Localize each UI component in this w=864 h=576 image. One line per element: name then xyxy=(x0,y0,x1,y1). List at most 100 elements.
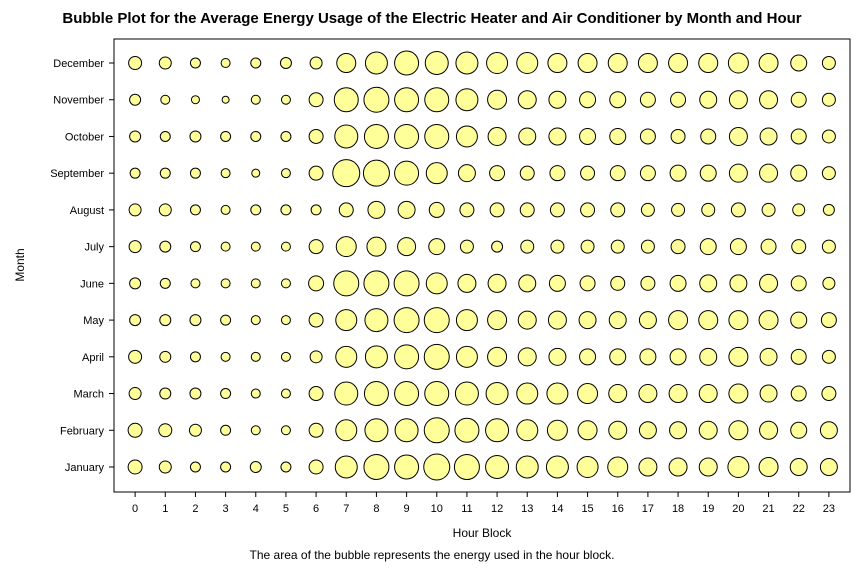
bubble-november-12 xyxy=(487,89,508,110)
bubble-september-6 xyxy=(308,165,324,181)
bubble-august-18 xyxy=(671,202,686,217)
bubble-may-20 xyxy=(728,310,749,331)
bubble-may-10 xyxy=(423,307,450,334)
bubble-december-7 xyxy=(336,53,357,73)
bubble-october-0 xyxy=(129,130,142,143)
bubble-december-8 xyxy=(364,51,388,75)
bubble-january-3 xyxy=(220,461,232,473)
bubble-december-0 xyxy=(128,56,143,70)
bubble-november-18 xyxy=(670,91,687,108)
x-tick-label: 10 xyxy=(431,503,443,515)
bubble-april-8 xyxy=(364,345,388,369)
bubble-september-1 xyxy=(159,167,171,179)
y-tick-label: April xyxy=(82,352,104,364)
bubble-april-7 xyxy=(335,345,358,368)
bubble-november-23 xyxy=(821,92,836,107)
bubble-march-21 xyxy=(759,384,778,403)
bubble-may-3 xyxy=(220,314,232,326)
y-axis-title: Month xyxy=(13,248,27,281)
bubble-may-21 xyxy=(758,310,779,331)
bubble-october-4 xyxy=(250,130,262,142)
bubble-layer xyxy=(127,50,838,481)
bubble-march-18 xyxy=(668,384,688,404)
bubble-april-5 xyxy=(280,351,291,362)
x-tick-label: 4 xyxy=(253,503,259,515)
bubble-february-14 xyxy=(546,419,568,441)
y-tick-label: March xyxy=(73,389,104,401)
bubble-june-5 xyxy=(280,278,291,289)
bubble-september-15 xyxy=(580,165,596,181)
bubble-july-11 xyxy=(459,239,474,254)
bubble-december-6 xyxy=(309,56,323,70)
x-tick-label: 6 xyxy=(313,503,319,515)
bubble-march-2 xyxy=(189,387,202,400)
bubble-october-12 xyxy=(487,126,507,146)
bubble-april-21 xyxy=(759,347,778,366)
bubble-july-9 xyxy=(397,237,417,257)
bubble-february-6 xyxy=(308,422,324,438)
bubble-september-16 xyxy=(609,165,626,182)
x-tick-label: 22 xyxy=(793,503,805,515)
x-tick-label: 5 xyxy=(283,503,289,515)
bubble-february-2 xyxy=(188,423,202,437)
bubble-november-4 xyxy=(250,94,261,105)
bubble-july-23 xyxy=(821,239,836,254)
bubble-march-17 xyxy=(638,384,658,404)
bubble-december-21 xyxy=(758,53,779,73)
bubble-december-10 xyxy=(424,51,449,75)
bubble-august-15 xyxy=(580,202,596,218)
bubble-may-18 xyxy=(668,310,689,331)
bubble-april-10 xyxy=(423,343,450,370)
bubble-october-17 xyxy=(639,128,656,145)
bubble-january-15 xyxy=(576,456,599,478)
bubble-july-5 xyxy=(280,241,291,252)
bubble-november-1 xyxy=(160,94,171,105)
bubble-august-4 xyxy=(250,204,262,216)
y-tick-label: December xyxy=(53,58,104,70)
x-tick-label: 2 xyxy=(192,503,198,515)
bubble-may-14 xyxy=(547,310,567,330)
bubble-december-3 xyxy=(220,58,231,68)
bubble-november-6 xyxy=(308,92,324,108)
bubble-may-4 xyxy=(250,315,261,326)
bubble-november-7 xyxy=(333,87,359,113)
bubble-may-6 xyxy=(308,312,324,328)
x-tick-label: 14 xyxy=(551,503,563,515)
bubble-february-19 xyxy=(698,420,718,440)
bubble-july-15 xyxy=(580,239,595,254)
bubble-july-1 xyxy=(159,240,172,253)
bubble-june-13 xyxy=(518,274,537,293)
bubble-january-0 xyxy=(127,459,143,475)
bubble-december-20 xyxy=(727,52,749,74)
bubble-december-5 xyxy=(279,57,292,69)
bubble-october-21 xyxy=(759,127,778,146)
bubble-june-7 xyxy=(333,270,360,297)
bubble-april-16 xyxy=(609,348,627,366)
bubble-june-18 xyxy=(669,274,687,292)
bubble-december-16 xyxy=(607,53,628,73)
bubble-july-16 xyxy=(610,239,625,254)
bubble-december-13 xyxy=(516,52,539,74)
bubble-july-12 xyxy=(491,240,504,253)
bubble-october-20 xyxy=(728,126,748,146)
bubble-april-9 xyxy=(394,344,420,370)
bubble-may-1 xyxy=(159,314,172,327)
bubble-november-16 xyxy=(609,91,627,109)
bubble-november-19 xyxy=(699,90,718,109)
bubble-july-17 xyxy=(640,239,655,254)
bubble-january-17 xyxy=(638,457,658,477)
bubble-march-8 xyxy=(363,381,389,407)
bubble-january-2 xyxy=(189,461,201,473)
bubble-august-8 xyxy=(367,200,386,219)
bubble-june-3 xyxy=(220,278,231,289)
bubble-june-8 xyxy=(363,270,390,297)
bubble-april-4 xyxy=(250,351,261,362)
bubble-april-13 xyxy=(517,347,537,367)
bubble-october-23 xyxy=(821,129,836,144)
bubble-october-5 xyxy=(280,130,292,142)
bubble-january-19 xyxy=(698,457,718,477)
bubble-april-6 xyxy=(309,350,323,364)
bubble-august-7 xyxy=(338,202,354,218)
bubble-september-11 xyxy=(457,164,476,183)
bubble-june-16 xyxy=(610,275,626,291)
